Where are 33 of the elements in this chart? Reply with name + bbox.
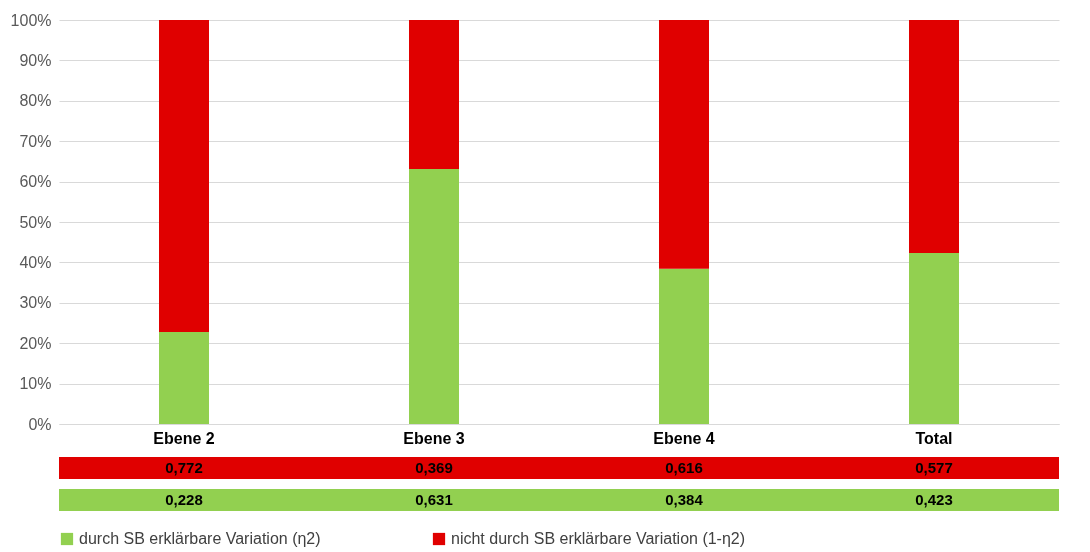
x-tick-label: Total [915, 429, 953, 447]
data-label: 0,369 [415, 459, 453, 476]
bar [409, 169, 459, 424]
y-tick-label: 40% [19, 253, 52, 271]
x-tick-label: Ebene 3 [403, 429, 465, 447]
legend-label: durch SB erklärbare Variation (η2) [79, 530, 321, 547]
data-label: 0,616 [665, 459, 703, 476]
y-tick-label: 60% [19, 173, 52, 191]
bar [159, 331, 209, 424]
y-tick-label: 50% [19, 213, 52, 231]
data-label: 0,631 [415, 491, 453, 508]
data-label: 0,423 [915, 491, 953, 508]
data-label: 0,577 [915, 459, 953, 476]
data-label: 0,228 [165, 491, 203, 508]
y-tick-label: 90% [19, 51, 52, 69]
y-tick-label: 70% [19, 132, 52, 150]
bar [909, 20, 959, 254]
x-tick-label: Ebene 2 [153, 429, 215, 447]
y-tick-label: 10% [19, 375, 52, 393]
bar [659, 268, 709, 424]
legend-label: nicht durch SB erklärbare Variation (1-η2) [451, 530, 746, 547]
y-tick-label: 100% [10, 11, 52, 29]
y-tick-label: 30% [19, 294, 52, 312]
x-tick-label: Ebene 4 [653, 429, 715, 447]
y-tick-label: 0% [28, 415, 52, 433]
data-label: 0,384 [665, 491, 704, 508]
bar [409, 20, 459, 170]
bar [159, 20, 209, 332]
y-tick-label: 20% [19, 334, 52, 352]
bar [909, 253, 959, 424]
y-tick-label: 80% [19, 92, 52, 110]
bar [659, 20, 709, 269]
data-label: 0,772 [165, 459, 203, 476]
